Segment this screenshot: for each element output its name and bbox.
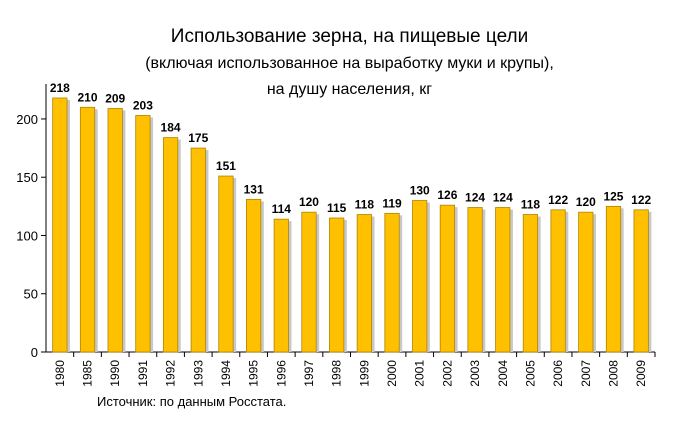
bar bbox=[605, 205, 622, 353]
bar bbox=[329, 217, 345, 353]
x-tick-label: 1996 bbox=[274, 360, 288, 387]
x-tick-label: 2000 bbox=[385, 360, 399, 387]
bar-value-label: 218 bbox=[50, 81, 70, 95]
bar bbox=[218, 175, 234, 353]
y-tick-label: 100 bbox=[16, 228, 38, 243]
chart-subtitle-line2: на душу населения, кг bbox=[266, 81, 433, 98]
x-tick-label: 1993 bbox=[191, 360, 205, 387]
bar-value-label: 126 bbox=[437, 188, 457, 202]
bar bbox=[550, 209, 566, 353]
bar-value-label: 130 bbox=[410, 184, 430, 198]
bar-value-label: 124 bbox=[493, 191, 513, 205]
x-tick-label: 1992 bbox=[164, 360, 178, 387]
bar-value-label: 118 bbox=[521, 198, 541, 212]
x-tick-label: 1991 bbox=[136, 360, 150, 387]
bar bbox=[384, 212, 400, 353]
bar bbox=[79, 106, 96, 353]
bar-value-label: 119 bbox=[382, 196, 402, 210]
x-tick-label: 1997 bbox=[302, 360, 316, 387]
bar-value-label: 151 bbox=[216, 159, 236, 173]
bar-value-label: 131 bbox=[244, 182, 264, 196]
x-tick-label: 2002 bbox=[440, 360, 454, 387]
bar-value-label: 122 bbox=[631, 193, 651, 207]
bar-value-label: 125 bbox=[603, 189, 623, 203]
bar bbox=[190, 147, 206, 353]
bar bbox=[246, 198, 262, 353]
bar-value-label: 114 bbox=[272, 202, 292, 216]
y-tick-label: 200 bbox=[16, 112, 38, 127]
bar bbox=[439, 204, 455, 353]
x-tick-label: 2005 bbox=[523, 360, 537, 387]
x-tick-label: 1999 bbox=[357, 360, 371, 387]
x-tick-label: 1980 bbox=[53, 360, 67, 387]
bar-value-label: 115 bbox=[327, 201, 347, 215]
source-note: Источник: по данным Росстата. bbox=[97, 394, 287, 409]
bar bbox=[495, 207, 511, 353]
bar-value-label: 122 bbox=[548, 193, 568, 207]
y-tick-label: 50 bbox=[24, 287, 38, 302]
chart-title: Использование зерна, на пищевые цели bbox=[170, 26, 529, 47]
bar bbox=[356, 214, 372, 353]
x-tick-label: 1985 bbox=[81, 360, 95, 387]
bar bbox=[578, 211, 594, 353]
bar-value-label: 184 bbox=[161, 121, 181, 135]
x-tick-label: 1995 bbox=[247, 360, 261, 387]
bar bbox=[412, 200, 428, 353]
x-tick-label: 2001 bbox=[413, 360, 427, 387]
x-tick-label: 1994 bbox=[219, 360, 233, 387]
bar bbox=[273, 218, 289, 353]
y-tick-label: 0 bbox=[31, 345, 38, 360]
bar-value-label: 210 bbox=[78, 90, 98, 104]
bar bbox=[162, 137, 179, 353]
bar-value-label: 120 bbox=[576, 195, 596, 209]
bar bbox=[135, 115, 151, 353]
bar bbox=[467, 207, 483, 353]
x-tick-label: 2003 bbox=[468, 360, 482, 387]
bar bbox=[107, 108, 123, 353]
bar-value-label: 120 bbox=[299, 195, 319, 209]
bar bbox=[301, 211, 317, 353]
x-tick-label: 2007 bbox=[579, 360, 593, 387]
x-tick-label: 2004 bbox=[496, 360, 510, 387]
bar-value-label: 118 bbox=[355, 198, 375, 212]
x-tick-label: 1998 bbox=[330, 360, 344, 387]
chart-subtitle-line1: (включая использованное на выработку мук… bbox=[145, 55, 554, 72]
x-tick-label: 2009 bbox=[634, 360, 648, 387]
bar-value-label: 209 bbox=[105, 91, 125, 105]
y-tick-label: 150 bbox=[16, 170, 38, 185]
bar-value-label: 124 bbox=[465, 191, 485, 205]
bar-value-label: 203 bbox=[133, 98, 153, 112]
x-tick-label: 2006 bbox=[551, 360, 565, 387]
bar bbox=[522, 214, 539, 353]
bar-value-label: 175 bbox=[188, 131, 208, 145]
bar bbox=[52, 97, 68, 353]
x-tick-label: 2008 bbox=[606, 360, 620, 387]
bar bbox=[633, 209, 649, 353]
x-tick-label: 1990 bbox=[108, 360, 122, 387]
